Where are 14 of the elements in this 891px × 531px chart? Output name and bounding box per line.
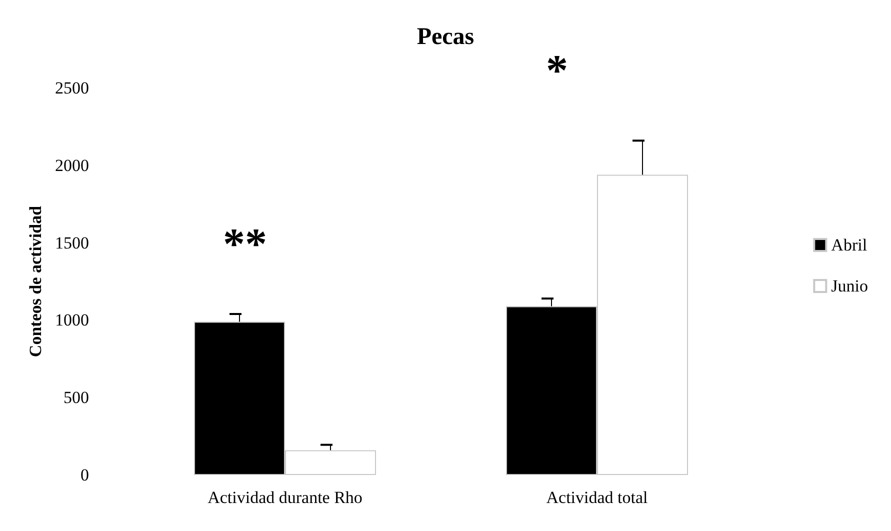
y-tick-label: 0 (80, 466, 89, 484)
annotation: ** (223, 220, 267, 269)
annotation: * (546, 46, 568, 96)
x-tick-label: Actividad durante Rho (208, 488, 362, 507)
chart-title: Pecas (416, 24, 474, 50)
x-tick-label: Actividad total (546, 488, 648, 507)
y-tick-label: 1500 (55, 233, 89, 252)
legend-label: Junio (831, 276, 868, 296)
legend-label: Abril (831, 236, 868, 254)
y-tick-label: 500 (64, 388, 89, 408)
y-tick-label: 2000 (55, 156, 89, 175)
y-tick-label: 2500 (55, 78, 89, 98)
y-tick-label: 1000 (55, 310, 89, 330)
y-axis-title: Conteos de actividad (26, 205, 46, 358)
